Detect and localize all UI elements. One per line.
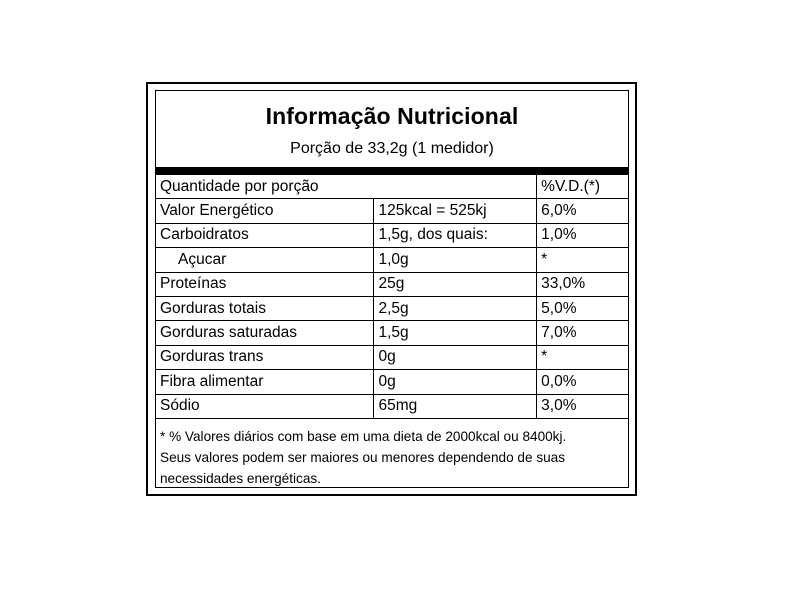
nutrient-amount: 2,5g: [373, 295, 538, 322]
nutrient-name: Carboidratos: [154, 222, 375, 249]
nutrient-dv: 6,0%: [536, 198, 629, 224]
nutrient-name: Gorduras trans: [154, 344, 375, 371]
table-row: Carboidratos 1,5g, dos quais: 1,0%: [154, 222, 629, 249]
table-row: Açucar 1,0g *: [154, 247, 629, 273]
nutrient-name: Gorduras totais: [154, 295, 375, 322]
nutrient-amount: 0g: [373, 344, 538, 371]
header-quantity: Quantidade por porção: [154, 173, 538, 200]
nutrient-dv: 1,0%: [536, 222, 629, 249]
nutrient-name: Fibra alimentar: [154, 369, 375, 395]
nutrient-dv: 3,0%: [536, 393, 629, 419]
nutrient-amount: 65mg: [373, 393, 538, 419]
header-divider: [155, 167, 629, 174]
nutrient-name: Sódio: [154, 393, 375, 419]
nutrition-table: Quantidade por porção %V.D.(*) Valor Ene…: [154, 173, 629, 419]
nutrient-amount: 125kcal = 525kj: [373, 198, 538, 224]
footnote-line: Seus valores podem ser maiores ou menore…: [160, 450, 566, 465]
table-row: Gorduras trans 0g *: [154, 344, 629, 371]
nutrient-dv: 5,0%: [536, 295, 629, 322]
nutrient-amount: 1,0g: [373, 247, 538, 273]
nutrient-dv: 7,0%: [536, 320, 629, 346]
footnote-line: necessidades energéticas.: [160, 471, 321, 486]
nutrient-name: Açucar: [154, 247, 375, 273]
table-header-row: Quantidade por porção %V.D.(*): [154, 173, 629, 200]
table-row: Gorduras saturadas 1,5g 7,0%: [154, 320, 629, 346]
table-row: Sódio 65mg 3,0%: [154, 393, 629, 419]
table-row: Valor Energético 125kcal = 525kj 6,0%: [154, 198, 629, 224]
nutrient-name: Proteínas: [154, 271, 375, 297]
header-daily-value: %V.D.(*): [536, 173, 629, 200]
label-outer-border: [146, 82, 637, 496]
table-row: Fibra alimentar 0g 0,0%: [154, 369, 629, 395]
nutrient-dv: 33,0%: [536, 271, 629, 297]
nutrient-dv: 0,0%: [536, 369, 629, 395]
nutrient-name: Gorduras saturadas: [154, 320, 375, 346]
nutrient-amount: 1,5g: [373, 320, 538, 346]
nutrient-amount: 0g: [373, 369, 538, 395]
nutrient-name: Valor Energético: [154, 198, 375, 224]
footnote-line: * % Valores diários com base em uma diet…: [160, 429, 567, 444]
nutrient-dv: *: [536, 344, 629, 371]
label-title: Informação Nutricional: [265, 103, 519, 129]
footnote: * % Valores diários com base em uma diet…: [160, 426, 626, 489]
serving-size: Porção de 33,2g (1 medidor): [290, 140, 494, 157]
nutrient-amount: 25g: [373, 271, 538, 297]
nutrient-dv: *: [536, 247, 629, 273]
table-row: Gorduras totais 2,5g 5,0%: [154, 295, 629, 322]
nutrient-amount: 1,5g, dos quais:: [373, 222, 538, 249]
table-row: Proteínas 25g 33,0%: [154, 271, 629, 297]
